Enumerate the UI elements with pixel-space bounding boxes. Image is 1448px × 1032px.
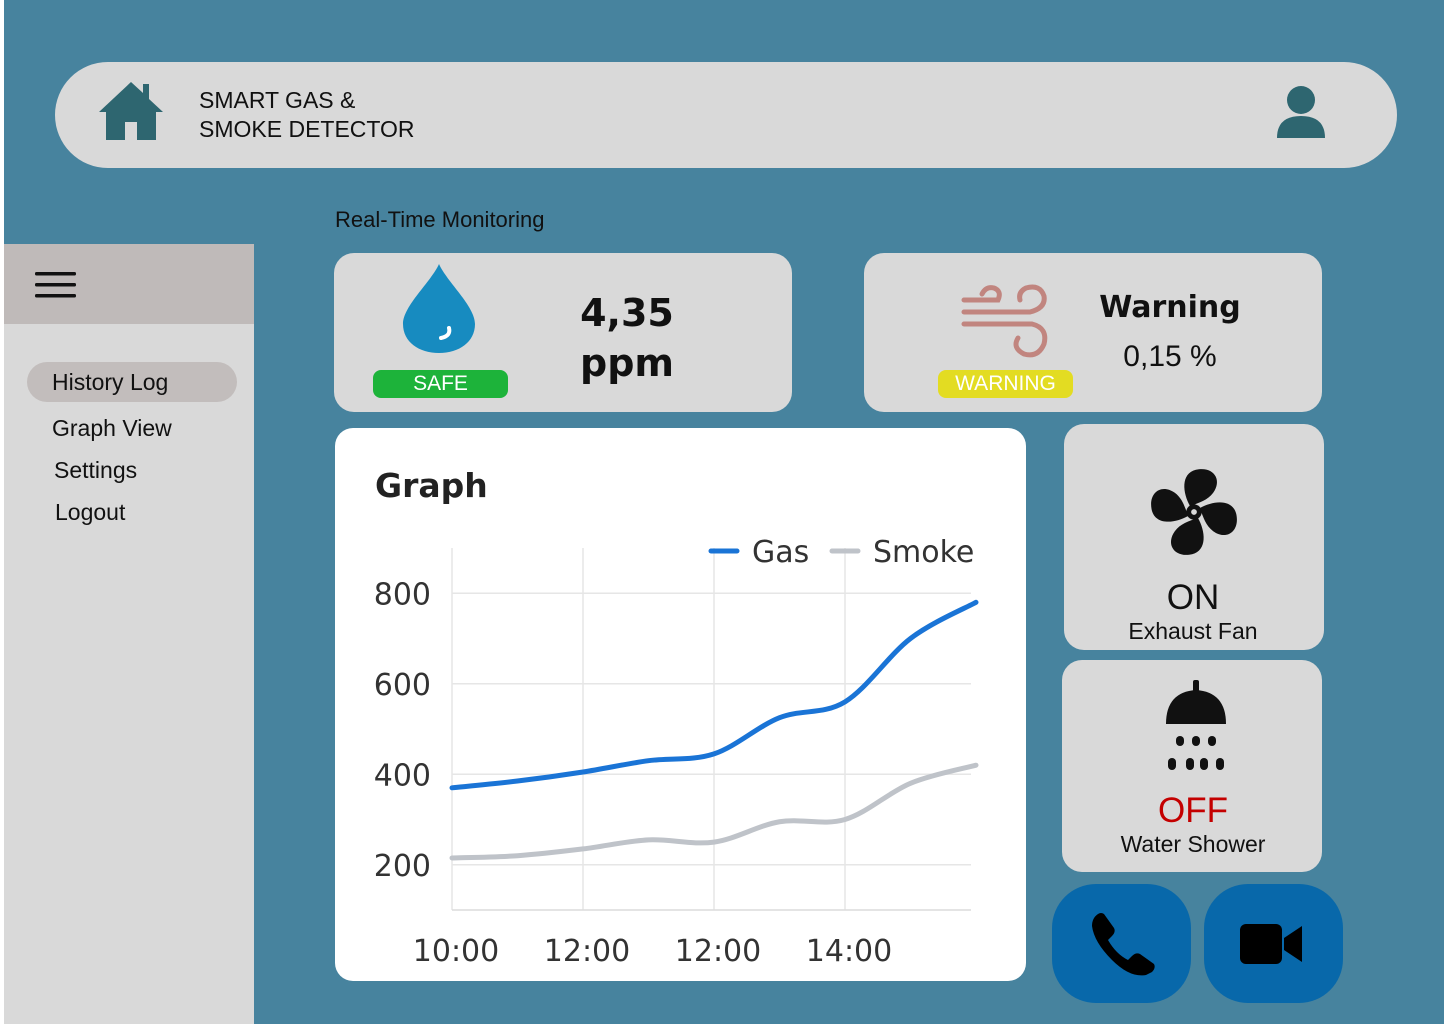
sidebar-active-indicator	[27, 362, 237, 402]
series-line-smoke	[449, 762, 979, 861]
y-tick-label: 800	[374, 577, 431, 612]
x-tick-label: 10:00	[413, 934, 499, 969]
sidebar-header	[4, 244, 254, 324]
sidebar-item-settings[interactable]: Settings	[54, 457, 138, 483]
gas-reading: 4,35 ppm	[560, 288, 694, 388]
series-line-gas	[449, 599, 979, 791]
hamburger-menu-icon[interactable]	[35, 271, 76, 299]
shower-label: Water Shower	[1120, 831, 1266, 857]
x-tick-label: 12:00	[675, 934, 761, 969]
app-title: SMART GAS & SMOKE DETECTOR	[199, 86, 415, 144]
sidebar-item-logout[interactable]: Logout	[55, 499, 126, 525]
line-chart: 200 400 600 800 10:00 12:00 12:00 14:00 Gas Smoke	[374, 535, 979, 969]
app-title-line1: SMART GAS &	[199, 87, 356, 113]
water-drop-icon	[403, 264, 475, 353]
video-camera-icon	[1240, 924, 1302, 964]
fan-state: ON	[1166, 578, 1220, 617]
y-tick-label: 600	[374, 668, 431, 703]
fan-icon	[1151, 469, 1237, 555]
smoke-level-card	[864, 253, 1322, 412]
gas-status-badge: SAFE	[373, 370, 508, 398]
legend-label-smoke: Smoke	[873, 535, 974, 570]
video-call-button[interactable]	[1204, 884, 1343, 1003]
shower-icon	[1166, 680, 1226, 770]
header-bar	[55, 62, 1397, 168]
smoke-status-title: Warning	[1099, 290, 1241, 325]
graph-title: Graph	[375, 466, 488, 505]
call-button[interactable]	[1052, 884, 1191, 1003]
x-tick-label: 12:00	[544, 934, 630, 969]
wind-smoke-icon	[961, 284, 1048, 358]
sidebar-item-graph-view[interactable]: Graph View	[52, 415, 172, 441]
shower-state: OFF	[1158, 791, 1228, 830]
y-tick-label: 200	[374, 849, 431, 884]
home-icon[interactable]	[97, 80, 165, 142]
sidebar	[4, 244, 254, 1024]
fan-label: Exhaust Fan	[1128, 618, 1258, 644]
gas-unit: ppm	[580, 341, 674, 385]
gas-value: 4,35	[580, 291, 674, 335]
x-tick-label: 14:00	[806, 934, 892, 969]
y-tick-label: 400	[374, 758, 431, 793]
phone-icon	[1092, 913, 1155, 976]
sidebar-item-history-log[interactable]: History Log	[52, 369, 169, 395]
app-title-line2: SMOKE DETECTOR	[199, 116, 415, 142]
user-avatar-icon[interactable]	[1274, 84, 1328, 140]
section-title: Real-Time Monitoring	[335, 207, 545, 232]
graph-card	[335, 428, 1026, 981]
smoke-value: 0,15 %	[1123, 340, 1217, 373]
legend-label-gas: Gas	[752, 535, 809, 570]
smoke-status-badge: WARNING	[938, 370, 1073, 398]
